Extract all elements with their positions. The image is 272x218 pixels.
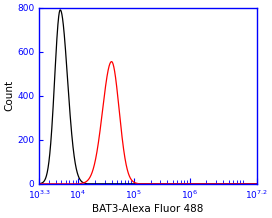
X-axis label: BAT3-Alexa Fluor 488: BAT3-Alexa Fluor 488	[92, 204, 203, 214]
Y-axis label: Count: Count	[4, 80, 14, 111]
